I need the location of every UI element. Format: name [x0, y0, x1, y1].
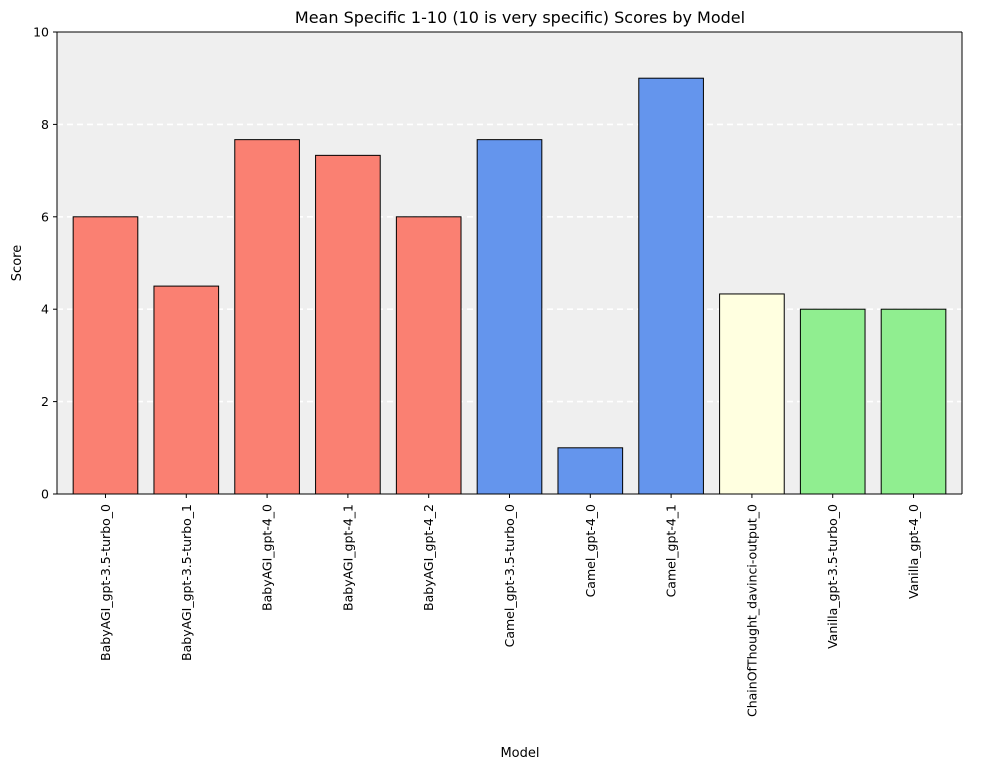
y-tick-label: 10 — [33, 25, 49, 40]
x-tick-label: BabyAGI_gpt-4_1 — [340, 504, 355, 611]
y-axis-label: Score — [10, 245, 25, 281]
x-tick-label: BabyAGI_gpt-3.5-turbo_1 — [179, 504, 194, 661]
chart-title: Mean Specific 1-10 (10 is very specific)… — [295, 8, 745, 27]
y-tick-label: 8 — [41, 117, 49, 132]
x-tick-label: BabyAGI_gpt-4_0 — [260, 504, 275, 611]
bar — [234, 139, 300, 495]
x-tick-label: BabyAGI_gpt-3.5-turbo_0 — [98, 504, 113, 661]
bar — [557, 447, 624, 495]
y-tick-label: 4 — [41, 302, 49, 317]
x-tick-label: Camel_gpt-3.5-turbo_0 — [502, 504, 517, 647]
bar — [395, 216, 462, 495]
bar — [719, 293, 785, 495]
bar — [315, 154, 381, 495]
x-axis-label: Model — [500, 746, 539, 761]
bar — [638, 77, 704, 495]
y-tick-label: 6 — [41, 209, 49, 224]
bar — [153, 285, 220, 495]
bar — [880, 308, 947, 495]
bar — [476, 139, 543, 495]
y-tick-label: 0 — [41, 487, 49, 502]
x-tick-label: Vanilla_gpt-4_0 — [906, 504, 921, 599]
y-tick-label: 2 — [41, 394, 49, 409]
bar — [72, 216, 139, 495]
x-tick-label: BabyAGI_gpt-4_2 — [421, 504, 436, 611]
bar — [799, 308, 866, 495]
x-tick-label: Camel_gpt-4_1 — [664, 504, 679, 597]
x-tick-label: Vanilla_gpt-3.5-turbo_0 — [825, 504, 840, 649]
plot-area: 0 2 4 6 8 10 BabyAGI_gpt-3.5-turbo_0 BabyAGI_gp… — [33, 25, 963, 717]
x-tick-label: Camel_gpt-4_0 — [583, 504, 598, 597]
x-tick-label: ChainOfThought_davinci-output_0 — [744, 504, 759, 717]
